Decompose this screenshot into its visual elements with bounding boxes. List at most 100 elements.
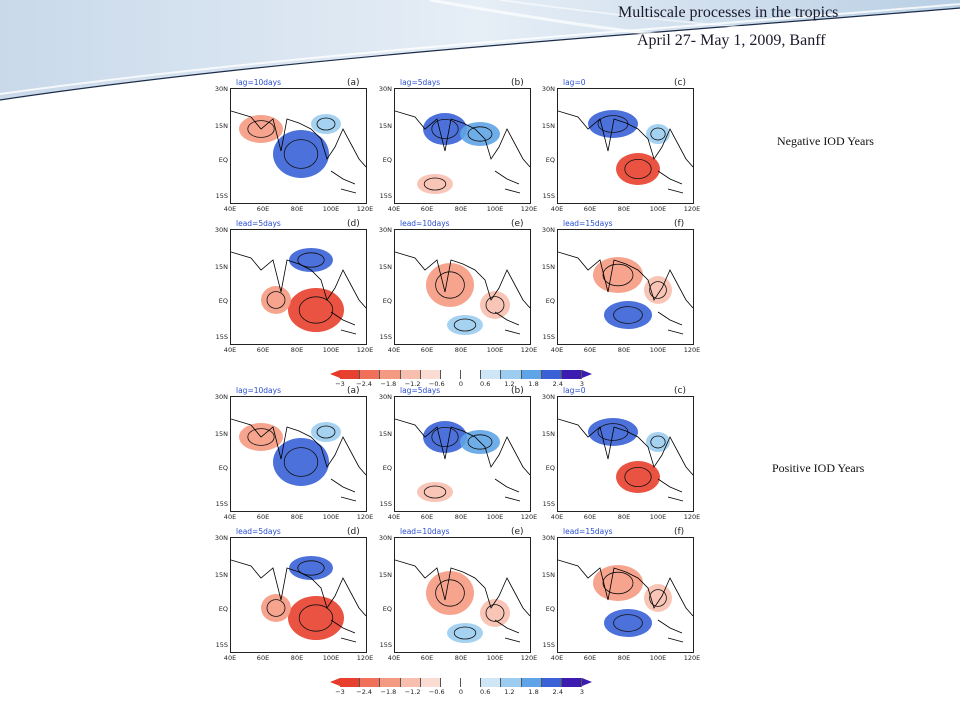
y-tick-label: 15S (215, 500, 228, 508)
x-tick-label: 40E (550, 654, 564, 662)
y-tick-label: 15N (378, 430, 392, 438)
map-panel: lag=10days (a) 30N 15N EQ 15S 40E 60E 80E 100E 120… (210, 386, 373, 526)
colorbar-tick: 1.2 (504, 380, 515, 388)
x-tick-label: 40E (223, 513, 237, 521)
coastline (657, 170, 684, 194)
x-tick-label: 60E (256, 346, 270, 354)
contour-line (247, 120, 275, 138)
anomaly-blob (447, 315, 483, 335)
anomaly-blob (289, 248, 333, 272)
y-tick-label: 30N (378, 226, 392, 234)
y-tick-label: 30N (541, 393, 555, 401)
y-tick-label: EQ (382, 605, 392, 613)
y-tick-label: 15N (214, 430, 228, 438)
x-tick-label: 120E (683, 346, 701, 354)
anomaly-map (558, 251, 693, 335)
colorbar-cell (501, 678, 522, 687)
y-tick-label: EQ (218, 464, 228, 472)
colorbar-cell (461, 678, 482, 687)
contour-line (283, 447, 319, 477)
colorbar-bar (340, 370, 583, 379)
y-tick-label: 30N (214, 393, 228, 401)
x-tick-label: 120E (683, 513, 701, 521)
anomaly-blob (417, 174, 453, 194)
contour-line (266, 291, 286, 309)
contour-line (649, 589, 667, 607)
colorbar-tick: 2.4 (552, 380, 563, 388)
coastline (231, 559, 366, 617)
anomaly-blob (423, 421, 467, 453)
anomaly-blob (261, 286, 291, 314)
contour-line (423, 177, 447, 191)
anomaly-map (558, 559, 693, 643)
contour-line (298, 604, 334, 632)
coastline (231, 418, 366, 476)
y-tick-label: 30N (541, 534, 555, 542)
contour-line (423, 485, 447, 499)
colorbar-arrow-right (582, 370, 592, 378)
contour-line (485, 604, 505, 622)
map-area (557, 229, 694, 345)
y-tick-label: 30N (378, 393, 392, 401)
y-tick-label: EQ (545, 605, 555, 613)
anomaly-map (395, 418, 530, 502)
colorbar-cell (461, 370, 482, 379)
contour-line (624, 467, 652, 488)
header-decoration (0, 0, 960, 101)
x-tick-label: 80E (454, 205, 468, 213)
coastline (330, 311, 357, 335)
x-tick-label: 80E (617, 654, 631, 662)
y-tick-label: EQ (545, 156, 555, 164)
anomaly-blob (273, 438, 329, 486)
anomaly-blob (447, 623, 483, 643)
x-tick-label: 80E (617, 205, 631, 213)
x-tick-label: 100E (649, 346, 667, 354)
colorbar-bar (340, 678, 583, 687)
y-tick-label: 15N (541, 571, 555, 579)
x-tick-label: 60E (583, 654, 597, 662)
x-tick-label: 40E (387, 346, 401, 354)
coastline (395, 251, 530, 309)
contour-line (431, 118, 459, 140)
contour-line (316, 117, 336, 131)
y-tick-label: 15S (379, 192, 392, 200)
contour-line (613, 306, 643, 324)
colorbar-tick: −3 (335, 688, 345, 696)
y-tick-label: EQ (218, 156, 228, 164)
map-area (557, 88, 694, 204)
contour-line (467, 434, 493, 450)
y-tick-label: 15S (215, 192, 228, 200)
x-tick-label: 120E (520, 346, 538, 354)
x-tick-label: 120E (356, 654, 374, 662)
contour-line (485, 296, 505, 314)
anomaly-blob (311, 422, 341, 442)
contour-line (649, 281, 667, 299)
colorbar-cell (360, 678, 381, 687)
anomaly-blob (426, 571, 474, 615)
colorbar-cell (420, 370, 441, 379)
map-panel: lead=15days (f) 30N 15N EQ 15S 40E 60E 80E 100E 12… (537, 527, 700, 667)
x-tick-label: 60E (583, 346, 597, 354)
anomaly-blob (644, 584, 672, 612)
contour-line (297, 560, 325, 576)
lag-label: lag=10days (236, 386, 281, 395)
contour-line (297, 252, 325, 268)
anomaly-map (395, 251, 530, 335)
x-tick-label: 80E (290, 346, 304, 354)
y-tick-label: 15N (541, 263, 555, 271)
x-tick-label: 40E (550, 346, 564, 354)
anomaly-blob (423, 113, 467, 145)
panel-letter: (e) (511, 527, 524, 537)
x-tick-label: 60E (256, 513, 270, 521)
colorbar-tick: −1.2 (404, 380, 421, 388)
lag-label: lead=10days (400, 527, 450, 536)
x-tick-label: 100E (486, 205, 504, 213)
anomaly-map (231, 418, 366, 502)
x-tick-label: 60E (583, 205, 597, 213)
colorbar-cell (440, 678, 462, 687)
contour-line (298, 296, 334, 324)
contour-line (316, 425, 336, 439)
map-area (394, 229, 531, 345)
colorbar-tick: 0.6 (480, 380, 491, 388)
lag-label: lead=15days (563, 527, 613, 536)
